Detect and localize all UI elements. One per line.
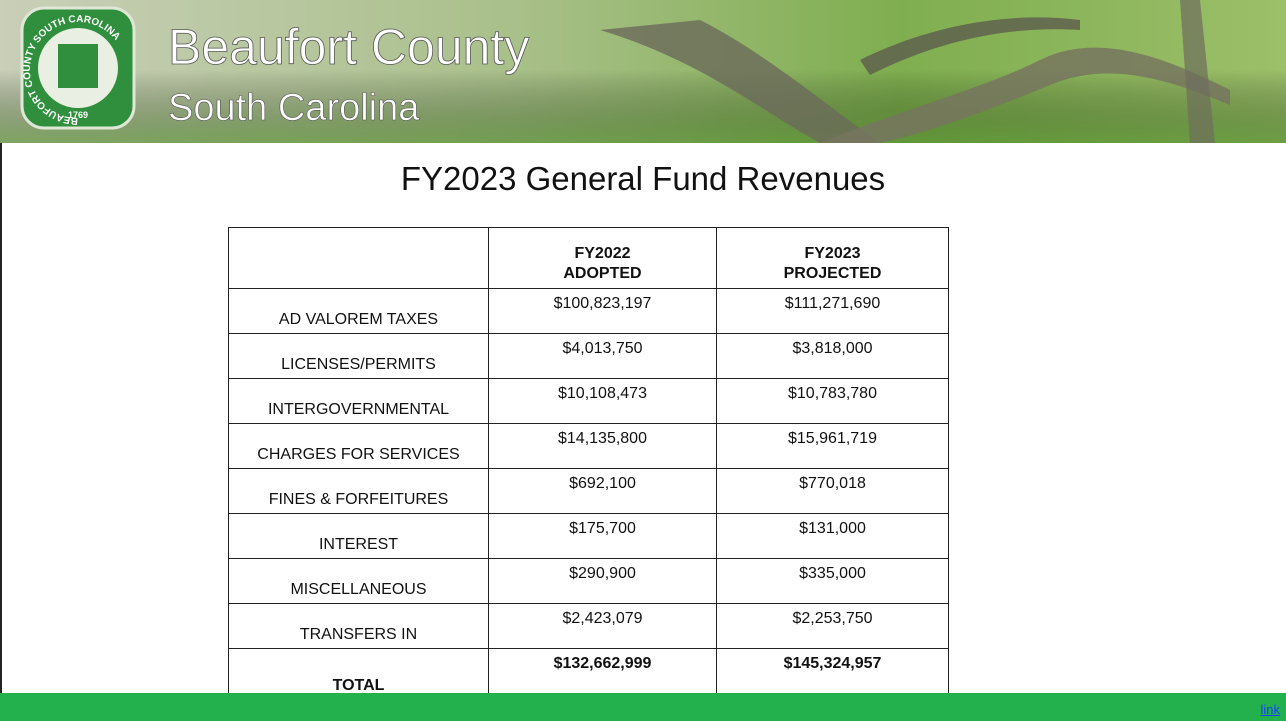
row-value: $770,018	[717, 469, 949, 514]
seal-emblem	[58, 44, 98, 88]
page: BEAUFORT COUNTY SOUTH CAROLINA 1769 Beau…	[0, 0, 1286, 721]
data-row: AD VALOREM TAXES$100,823,197$111,271,690	[229, 289, 949, 334]
row-label: INTEREST	[229, 514, 489, 559]
data-row: MISCELLANEOUS$290,900$335,000	[229, 559, 949, 604]
row-label: MISCELLANEOUS	[229, 559, 489, 604]
row-label: FINES & FORFEITURES	[229, 469, 489, 514]
header-line: FY2022	[489, 244, 716, 264]
row-value: $3,818,000	[717, 334, 949, 379]
row-label: LICENSES/PERMITS	[229, 334, 489, 379]
data-row: FINES & FORFEITURES$692,100$770,018	[229, 469, 949, 514]
row-value: $145,324,957	[717, 649, 949, 700]
row-value: $100,823,197	[489, 289, 717, 334]
header-title: Beaufort County	[168, 19, 529, 75]
header-line: FY2023	[717, 244, 948, 264]
row-value: $10,783,780	[717, 379, 949, 424]
seal-year: 1769	[68, 110, 88, 120]
row-value: $175,700	[489, 514, 717, 559]
footer: link	[0, 693, 1286, 721]
row-value: $15,961,719	[717, 424, 949, 469]
row-value: $10,108,473	[489, 379, 717, 424]
row-value: $335,000	[717, 559, 949, 604]
slide-title: FY2023 General Fund Revenues	[0, 160, 1286, 198]
row-value: $132,662,999	[489, 649, 717, 700]
row-value: $2,423,079	[489, 604, 717, 649]
header-cell	[229, 228, 489, 289]
row-value: $4,013,750	[489, 334, 717, 379]
row-label: AD VALOREM TAXES	[229, 289, 489, 334]
header-line: PROJECTED	[717, 264, 948, 284]
row-value: $111,271,690	[717, 289, 949, 334]
data-row: INTERGOVERNMENTAL$10,108,473$10,783,780	[229, 379, 949, 424]
row-label: TRANSFERS IN	[229, 604, 489, 649]
row-label: CHARGES FOR SERVICES	[229, 424, 489, 469]
data-row: INTEREST$175,700$131,000	[229, 514, 949, 559]
row-label: INTERGOVERNMENTAL	[229, 379, 489, 424]
row-value: $692,100	[489, 469, 717, 514]
slide-border	[0, 143, 2, 693]
footer-link[interactable]: link	[1260, 702, 1280, 717]
row-value: $290,900	[489, 559, 717, 604]
data-row: TRANSFERS IN$2,423,079$2,253,750	[229, 604, 949, 649]
data-row: LICENSES/PERMITS$4,013,750$3,818,000	[229, 334, 949, 379]
header-line: ADOPTED	[489, 264, 716, 284]
row-value: $14,135,800	[489, 424, 717, 469]
banner: BEAUFORT COUNTY SOUTH CAROLINA 1769 Beau…	[0, 0, 1286, 143]
row-value: $2,253,750	[717, 604, 949, 649]
header-subtitle: South Carolina	[168, 87, 420, 129]
row-value: $131,000	[717, 514, 949, 559]
data-row: CHARGES FOR SERVICES$14,135,800$15,961,7…	[229, 424, 949, 469]
total-row: TOTAL$132,662,999$145,324,957	[229, 649, 949, 700]
row-label: TOTAL	[229, 649, 489, 700]
